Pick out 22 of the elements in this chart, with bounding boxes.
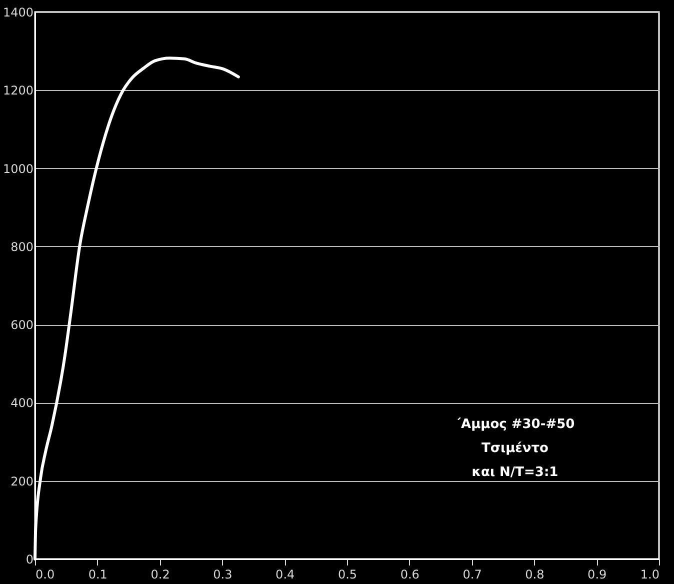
y-tick-label: 0 xyxy=(26,552,34,566)
x-tick-label: 0.5 xyxy=(338,568,358,582)
x-tick-label: 0.8 xyxy=(525,568,544,582)
y-tick-label: 600 xyxy=(10,318,34,332)
y-tick-label: 800 xyxy=(10,240,34,254)
x-tick-label: 0.7 xyxy=(462,568,482,582)
x-tick-label: 0.9 xyxy=(588,568,607,582)
y-tick-label: 1400 xyxy=(2,6,34,20)
y-tick-label: 1200 xyxy=(2,84,34,98)
y-tick-label: 400 xyxy=(10,396,34,410)
x-tick-label: 0.6 xyxy=(400,568,420,582)
annotation: ΄Αμμος #30-#50 xyxy=(455,417,575,432)
x-tick-label: 1.0 xyxy=(640,568,660,582)
x-tick-label: 0.1 xyxy=(88,568,108,582)
y-tick-label: 1000 xyxy=(2,162,34,176)
annotation: Τσιμέντο xyxy=(482,441,549,456)
x-tick-label: 0.4 xyxy=(276,568,295,582)
annotation: και N/T=3:1 xyxy=(472,465,558,480)
x-tick-label: 0.3 xyxy=(213,568,232,582)
x-tick-label: 0.2 xyxy=(150,568,170,582)
y-tick-label: 200 xyxy=(10,474,34,488)
x-tick-label: 0.0 xyxy=(36,568,55,582)
